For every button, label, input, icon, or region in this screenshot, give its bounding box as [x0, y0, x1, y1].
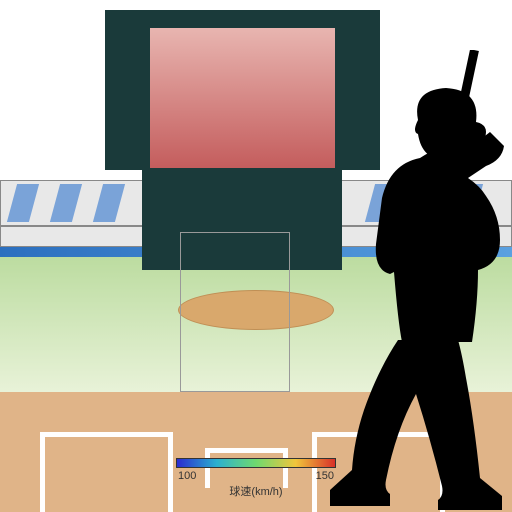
- legend-gradient-bar: [176, 458, 336, 468]
- plate-line: [205, 448, 285, 453]
- legend-ticks: 100 150: [176, 470, 336, 482]
- plate-line: [40, 432, 45, 512]
- strike-zone: [180, 232, 290, 392]
- legend-tick-0: 100: [178, 470, 196, 482]
- speed-legend: 100 150 球速(km/h): [176, 458, 336, 499]
- legend-tick-2: 150: [316, 470, 334, 482]
- legend-label: 球速(km/h): [176, 483, 336, 499]
- batter-silhouette: [300, 50, 512, 510]
- plate-line: [40, 432, 170, 437]
- plate-line: [168, 432, 173, 512]
- scene-root: 100 150 球速(km/h): [0, 0, 512, 512]
